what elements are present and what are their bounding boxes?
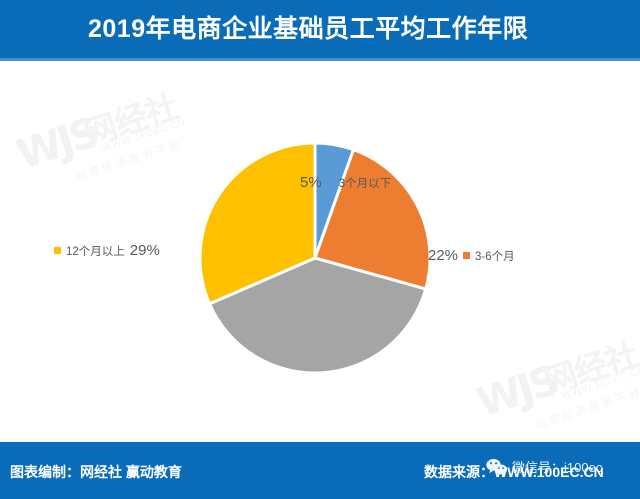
header-bar [0, 0, 640, 58]
data-label-value: 22% [428, 247, 459, 264]
legend-swatch-yellow [54, 247, 61, 254]
footer-source: 数据来源：WWW.100EC.CN [424, 464, 604, 480]
chart-area: WJS 网经社 WWW.100EC.CN 网商经济服务平台 WJS 网经社 WW… [0, 61, 640, 442]
data-label-value: 5% [300, 174, 322, 191]
data-label-category: 3-6个月 [475, 250, 515, 263]
data-label-12个月以上: 12个月以上 29% [54, 242, 160, 259]
legend-swatch-blue [326, 179, 334, 186]
pie-slice-3-6个月 [313, 147, 432, 291]
legend-swatch-orange [463, 252, 471, 259]
footer-wechat-label: 微信号：i100ec [512, 460, 603, 475]
page-title: 2019年电商企业基础员工平均工作年限 [88, 15, 529, 43]
header-underline [0, 58, 640, 61]
footer-credit: 图表编制：网经社 赢动教育 [10, 464, 182, 480]
pie-slice-6-12个月 [207, 256, 428, 375]
data-label-category: 3个月以下 [338, 177, 392, 190]
data-label-category: 12个月以上 [66, 245, 125, 258]
wechat-icon [486, 458, 508, 476]
data-label-3个月以下: 5% 3个月以下 [300, 174, 391, 191]
pie-chart [198, 141, 432, 375]
footer-bar [0, 442, 640, 499]
data-label-value: 29% [129, 242, 160, 259]
data-label-3-6个月: 22% 3-6个月 [428, 247, 515, 264]
pie-slice-12个月以上 [198, 141, 317, 306]
footer-wechat: 微信号：i100ec [486, 457, 602, 476]
